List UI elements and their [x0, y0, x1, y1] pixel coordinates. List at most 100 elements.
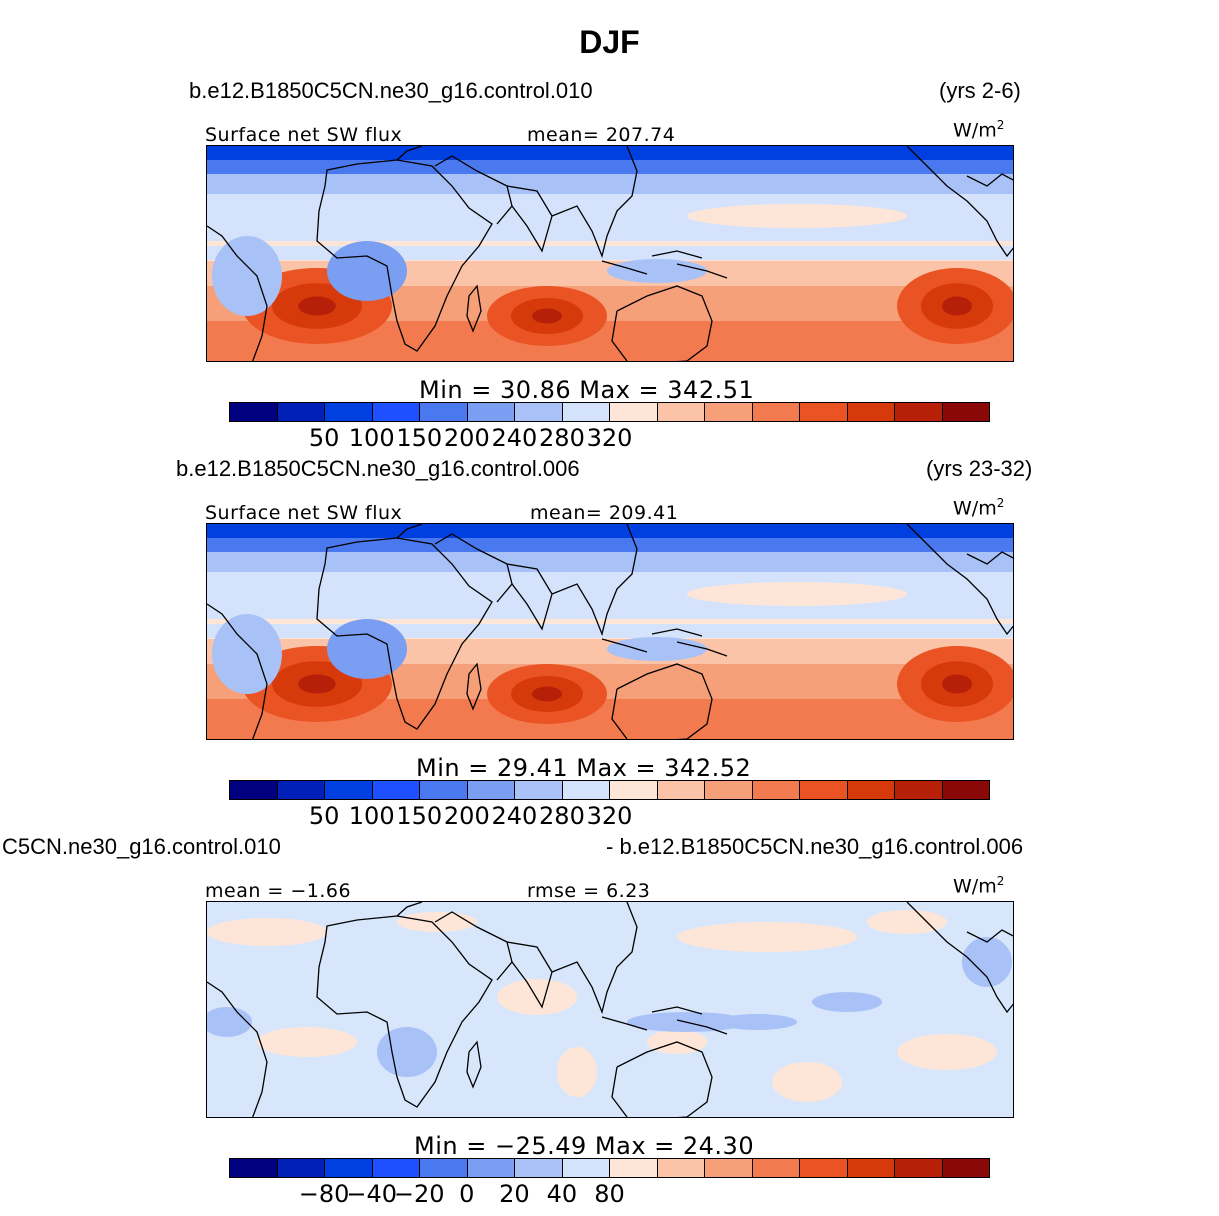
- colorbar-box: [752, 1159, 800, 1177]
- colorbar-box: [515, 781, 563, 799]
- colorbar-box: [610, 403, 658, 421]
- case-name: b.e12.B1850C5CN.ne30_g16.control.006: [176, 456, 580, 481]
- colorbar-box: [467, 403, 515, 421]
- colorbar-box: [895, 403, 943, 421]
- colorbar-box: [562, 403, 610, 421]
- colorbar-tick-label: 150: [396, 424, 443, 452]
- colorbar-box: [657, 403, 705, 421]
- years-label: (yrs 2-6): [939, 78, 1021, 103]
- colorbar-tick-label: 40: [546, 1180, 578, 1208]
- colorbar-tick-label: −80: [298, 1180, 350, 1208]
- colorbar-box: [325, 403, 373, 421]
- colorbar-box: [277, 781, 325, 799]
- colorbar-box: [942, 781, 989, 799]
- colorbar-tick-label: 240: [491, 424, 538, 452]
- colorbar-box: [847, 781, 895, 799]
- colorbar-tick-label: 150: [396, 802, 443, 830]
- colorbar-tick-label: 100: [348, 424, 395, 452]
- colorbar-box: [515, 403, 563, 421]
- colorbar: [229, 1158, 990, 1178]
- mean-label: mean = −1.66: [205, 880, 352, 902]
- colorbar: [229, 780, 990, 800]
- colorbar-tick-label: 80: [594, 1180, 625, 1208]
- colorbar-box: [277, 1159, 325, 1177]
- colorbar-box: [372, 403, 420, 421]
- colorbar-tick-label: 50: [308, 802, 340, 830]
- colorbar-tick-label: 280: [539, 424, 585, 452]
- colorbar-box: [230, 1159, 278, 1177]
- colorbar-box: [467, 781, 515, 799]
- colorbar-ticks: 50 100 150 200 240 280 320: [229, 802, 990, 830]
- colorbar-box: [277, 403, 325, 421]
- colorbar-box: [610, 781, 658, 799]
- colorbar-tick-label: 320: [586, 424, 633, 452]
- units-label: W/m2: [953, 496, 1005, 520]
- colorbar-box: [325, 1159, 373, 1177]
- colorbar-tick-label: 240: [491, 802, 538, 830]
- colorbar-box: [800, 781, 848, 799]
- colorbar-box: [657, 781, 705, 799]
- minmax-label: Min = 30.86 Max = 342.51: [419, 376, 755, 404]
- colorbar-box: [325, 781, 373, 799]
- mean-label: mean= 209.41: [530, 502, 679, 524]
- units-label: W/m2: [953, 118, 1005, 142]
- colorbar-box: [895, 1159, 943, 1177]
- colorbar-box: [420, 781, 468, 799]
- coastlines: [207, 902, 1013, 1117]
- map-field: [207, 524, 1013, 739]
- colorbar-box: [420, 1159, 468, 1177]
- colorbar-box: [705, 781, 753, 799]
- variable-label: Surface net SW flux: [205, 124, 403, 146]
- minmax-label: Min = 29.41 Max = 342.52: [416, 754, 752, 782]
- colorbar-box: [895, 781, 943, 799]
- colorbar-box: [657, 1159, 705, 1177]
- colorbar-box: [942, 403, 989, 421]
- units-label: W/m2: [953, 874, 1005, 898]
- colorbar-box: [752, 781, 800, 799]
- map-panel: [206, 145, 1014, 362]
- diff-case-label: - b.e12.B1850C5CN.ne30_g16.control.006: [606, 834, 1024, 859]
- colorbar-ticks: −80 −40 −20 0 20 40 80: [229, 1180, 990, 1208]
- map-panel: [206, 901, 1014, 1118]
- colorbar-tick-label: 200: [443, 424, 490, 452]
- coastlines: [207, 524, 1013, 739]
- colorbar-box: [372, 1159, 420, 1177]
- map-field: [207, 902, 1013, 1117]
- colorbar: [229, 402, 990, 422]
- colorbar-box: [942, 1159, 989, 1177]
- colorbar-box: [230, 403, 278, 421]
- minmax-label: Min = −25.49 Max = 24.30: [414, 1132, 755, 1160]
- map-panel: [206, 523, 1014, 740]
- colorbar-box: [847, 403, 895, 421]
- colorbar-box: [610, 1159, 658, 1177]
- colorbar-tick-label: 0: [459, 1180, 475, 1208]
- colorbar-tick-label: 320: [586, 802, 633, 830]
- colorbar-box: [752, 403, 800, 421]
- rmse-label: rmse = 6.23: [527, 880, 651, 902]
- colorbar-box: [800, 403, 848, 421]
- colorbar-box: [562, 781, 610, 799]
- colorbar-tick-label: 50: [308, 424, 340, 452]
- colorbar-box: [705, 403, 753, 421]
- variable-label: Surface net SW flux: [205, 502, 403, 524]
- colorbar-tick-label: 280: [539, 802, 585, 830]
- map-field: [207, 146, 1013, 361]
- colorbar-box: [515, 1159, 563, 1177]
- colorbar-box: [420, 403, 468, 421]
- colorbar-tick-label: −40: [346, 1180, 398, 1208]
- colorbar-box: [705, 1159, 753, 1177]
- case-name: b.e12.B1850C5CN.ne30_g16.control.010: [189, 78, 593, 103]
- years-label: (yrs 23-32): [926, 456, 1033, 481]
- colorbar-box: [467, 1159, 515, 1177]
- colorbar-tick-label: −20: [393, 1180, 445, 1208]
- colorbar-box: [230, 781, 278, 799]
- case-name: C5CN.ne30_g16.control.010: [2, 834, 281, 859]
- coastlines: [207, 146, 1013, 361]
- colorbar-tick-label: 100: [348, 802, 395, 830]
- colorbar-box: [562, 1159, 610, 1177]
- season-title: DJF: [579, 24, 640, 60]
- colorbar-box: [847, 1159, 895, 1177]
- colorbar-box: [372, 781, 420, 799]
- colorbar-tick-label: 20: [499, 1180, 530, 1208]
- colorbar-ticks: 50 100 150 200 240 280 320: [229, 424, 990, 452]
